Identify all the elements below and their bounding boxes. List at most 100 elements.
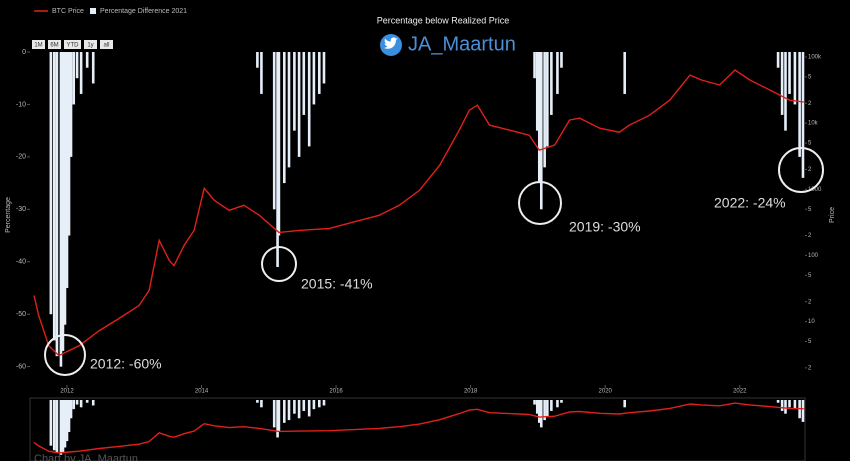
y2-tick-label: 2 [808, 101, 812, 107]
bar [55, 400, 59, 453]
bar [556, 52, 559, 94]
bar [256, 400, 259, 403]
bar [798, 52, 801, 157]
bar [61, 52, 65, 351]
bar [85, 52, 89, 68]
range-button-label: 1y [87, 43, 93, 49]
bar [282, 400, 286, 423]
range-button[interactable] [84, 40, 97, 49]
bar [61, 400, 65, 453]
bar [260, 52, 263, 94]
bar [546, 400, 549, 417]
y2-tick-label: 100k [808, 55, 822, 61]
highlight-circle [44, 334, 86, 376]
annotation: 2012: -60% [90, 356, 162, 372]
bar [556, 400, 559, 408]
bar [69, 52, 73, 157]
bar [79, 52, 83, 94]
credit: Chart by JA_Maartun [34, 453, 138, 461]
bar [65, 52, 69, 288]
y2-tick-label: 2 [808, 365, 812, 371]
bar [801, 52, 805, 178]
bar [312, 400, 316, 410]
bar [793, 400, 797, 410]
range-button[interactable] [100, 40, 113, 49]
bar [560, 400, 563, 403]
bar [72, 52, 76, 105]
bar [539, 52, 543, 210]
bar [260, 400, 263, 408]
y2-tick-label: 10 [808, 319, 815, 325]
bar [533, 400, 536, 405]
bar [297, 400, 301, 419]
x-tick-label: 2022 [733, 389, 747, 395]
bar [91, 52, 95, 84]
y-tick-label: -30 [16, 206, 26, 213]
range-button[interactable] [48, 40, 61, 49]
x-tick-label: 2012 [60, 389, 74, 395]
bar [537, 52, 541, 184]
bar [293, 400, 296, 414]
bar [312, 52, 316, 105]
bar [317, 400, 321, 408]
bar [793, 52, 797, 105]
bar [49, 400, 53, 446]
bar [55, 52, 59, 357]
x-tick-label: 2020 [599, 389, 613, 395]
bar [65, 400, 69, 442]
bar [543, 52, 546, 168]
annotation: 2022: -24% [714, 195, 786, 211]
y-tick-label: -40 [16, 259, 26, 266]
range-button-label: 1M [34, 43, 42, 49]
bar [287, 400, 291, 421]
bar [67, 52, 71, 236]
range-button-label: 6M [50, 43, 58, 49]
bar [59, 52, 63, 367]
bar [277, 400, 281, 432]
bar [67, 400, 71, 432]
bar [72, 400, 76, 410]
bar [776, 400, 780, 403]
range-button[interactable] [64, 40, 81, 49]
bar [69, 400, 73, 419]
y2-tick-label: 1000 [808, 187, 822, 193]
bar [560, 52, 563, 68]
x-tick-label: 2018 [464, 389, 478, 395]
legend-label[interactable]: Percentage Difference 2021 [100, 8, 187, 15]
bar [85, 400, 89, 403]
bar [784, 52, 787, 131]
bar [276, 52, 279, 268]
bar [784, 400, 787, 414]
y-tick-label: -50 [16, 311, 26, 318]
range-button[interactable] [32, 40, 45, 49]
price-line [33, 402, 804, 454]
bar [75, 400, 79, 405]
chart-title: Percentage below Realized Price [377, 15, 510, 25]
bar [276, 400, 279, 438]
bar [801, 400, 805, 422]
bar [535, 400, 539, 414]
y-axis-label: Percentage [5, 197, 12, 233]
bar [49, 52, 53, 315]
bar [543, 400, 546, 421]
bar [788, 52, 791, 94]
bar [317, 52, 321, 94]
bar [780, 400, 784, 411]
legend-label[interactable]: BTC Price [52, 8, 84, 15]
highlight-circle [778, 147, 824, 193]
y2-tick-label: 5 [808, 207, 812, 213]
bar [788, 400, 791, 408]
bar [256, 52, 259, 68]
bar [59, 400, 63, 455]
bar [537, 400, 541, 423]
range-button-label: YTD [67, 43, 80, 49]
bar [282, 52, 286, 184]
bar [287, 52, 291, 168]
bar [535, 52, 539, 131]
bar [322, 52, 326, 84]
y2-axis-label: Price [829, 207, 836, 223]
y-tick-label: -10 [16, 101, 26, 108]
y2-tick-label: 5 [808, 273, 812, 279]
twitter-bird [384, 37, 398, 49]
y2-tick-label: 100 [808, 253, 819, 259]
